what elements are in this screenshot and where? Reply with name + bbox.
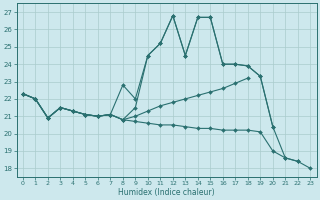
X-axis label: Humidex (Indice chaleur): Humidex (Indice chaleur) [118, 188, 215, 197]
